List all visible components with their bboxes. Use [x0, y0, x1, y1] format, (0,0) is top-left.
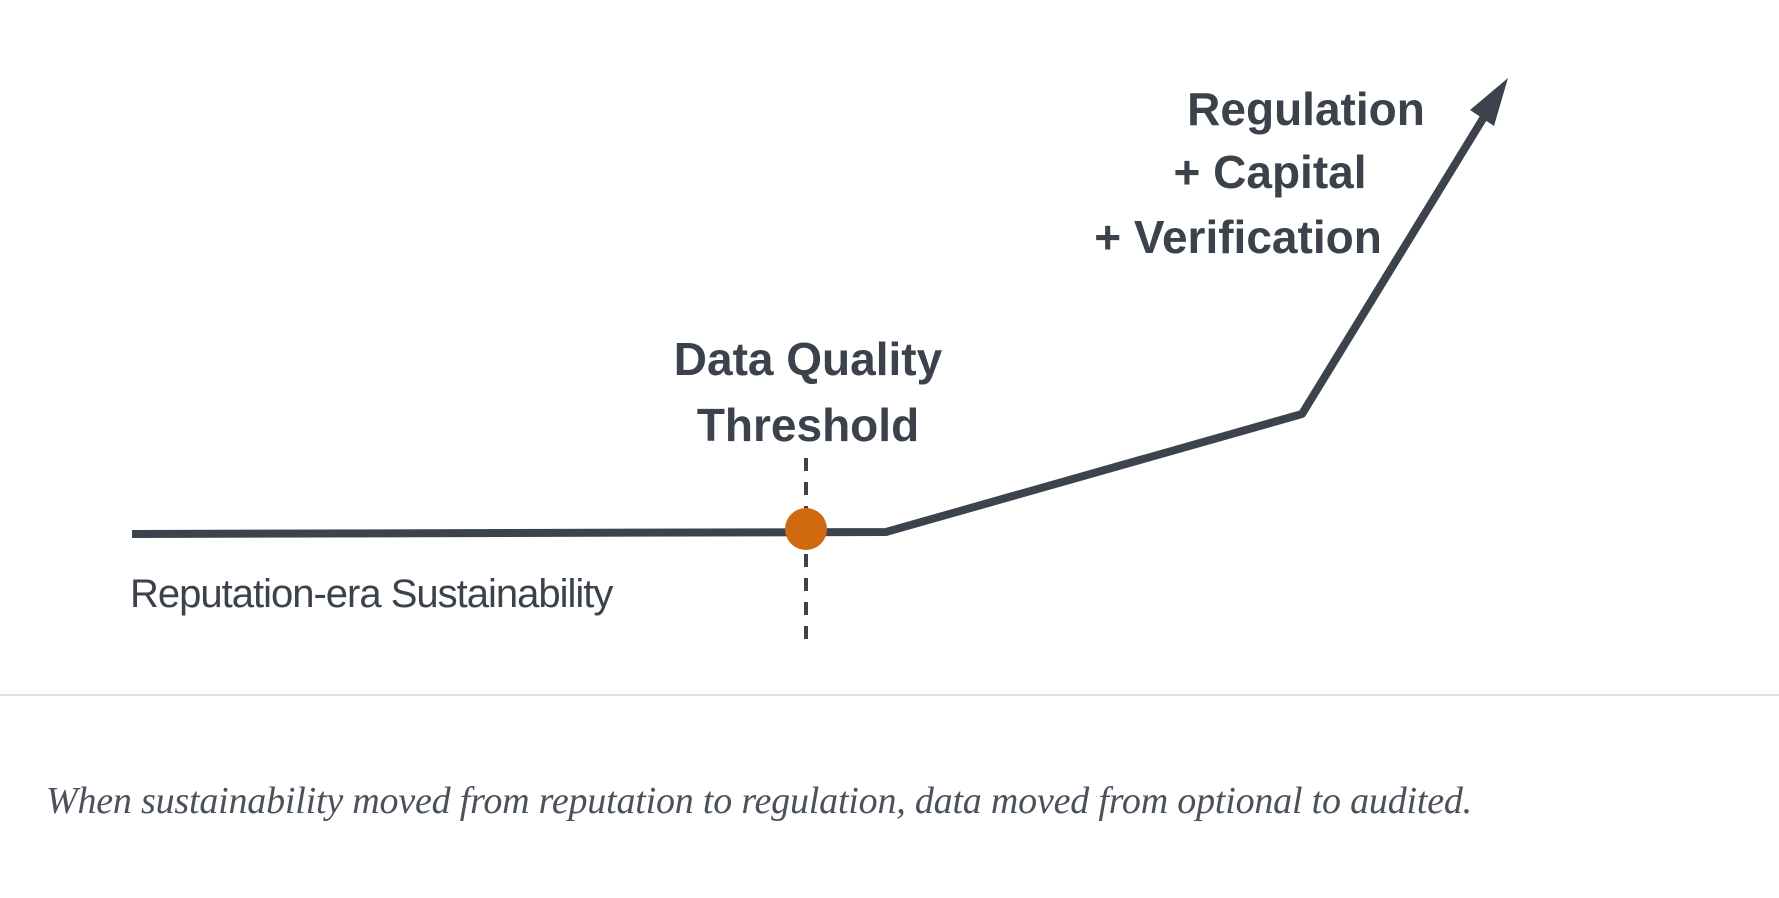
drivers-label-line2: + Capital — [1173, 146, 1367, 198]
drivers-label-line3: + Verification — [1094, 211, 1382, 263]
caption-text: When sustainability moved from reputatio… — [46, 780, 1472, 822]
threshold-label-line1: Data Quality — [673, 333, 943, 385]
threshold-label: Data Quality Threshold — [674, 326, 942, 458]
trend-line — [131, 114, 1488, 538]
divider-line — [0, 694, 1779, 696]
threshold-label-line2: Threshold — [696, 399, 920, 451]
threshold-dot — [785, 508, 827, 550]
phase-label: Reputation-era Sustainability — [130, 572, 613, 616]
arrow-head-icon — [1470, 78, 1508, 126]
drivers-label-line1: Regulation — [1187, 83, 1425, 135]
